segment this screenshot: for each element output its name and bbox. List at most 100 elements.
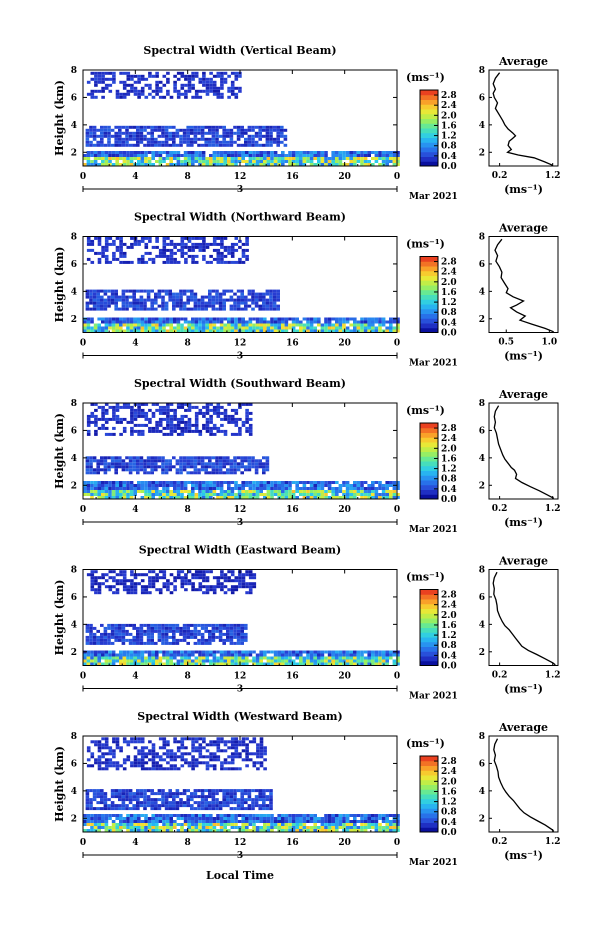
heatmap-cell [251, 307, 255, 311]
heatmap-cell [238, 429, 242, 433]
heatmap-cell [371, 662, 375, 666]
heatmap-cell [103, 638, 108, 642]
average-title: Average [498, 388, 548, 401]
heatmap-cell [381, 653, 386, 657]
heatmap-cell [172, 292, 176, 296]
heatmap-cell [139, 307, 144, 311]
heatmap-cell [97, 820, 101, 823]
heatmap-cell [147, 163, 152, 166]
heatmap-cell [132, 792, 136, 796]
heatmap-cell [151, 411, 156, 415]
heatmap-cell [151, 89, 156, 93]
heatmap-cell [240, 307, 244, 311]
heatmap-cell [245, 254, 249, 258]
heatmap-cell [104, 320, 109, 324]
heatmap-cell [255, 487, 260, 490]
heatmap-cell [288, 323, 292, 327]
heatmap-cell [165, 656, 170, 660]
heatmap-cell [258, 465, 262, 469]
heatmap-cell [190, 289, 194, 293]
heatmap-cell [295, 496, 299, 499]
heatmap-cell [263, 317, 267, 321]
heatmap-cell [216, 163, 220, 166]
heatmap-cell [118, 792, 122, 796]
heatmap-cell [90, 496, 94, 499]
heatmap-cell [374, 326, 379, 330]
heatmap-cell [353, 481, 357, 484]
heatmap-cell [184, 746, 188, 750]
heatmap-cell [211, 804, 216, 808]
heatmap-cell [356, 154, 361, 157]
heatmap-cell [89, 468, 93, 472]
heatmap-cell [273, 163, 278, 166]
heatmap-cell [93, 650, 98, 654]
average-x-tick-label: 1.2 [545, 171, 561, 181]
heatmap-cell [371, 317, 375, 321]
heatmap-cell [353, 490, 357, 493]
heatmap-cell [216, 71, 221, 75]
heatmap-cell [244, 638, 248, 642]
heatmap-cell [111, 493, 116, 496]
heatmap-cell [151, 826, 155, 829]
heatmap-cell [299, 659, 303, 663]
heatmap-cell [291, 659, 296, 663]
heatmap-cell [212, 405, 217, 409]
heatmap-cell [193, 125, 198, 129]
heatmap-cell [324, 481, 328, 484]
heatmap-cell [137, 829, 141, 832]
heatmap-cell [396, 329, 400, 333]
heatmap-cell [223, 80, 228, 84]
heatmap-cell [96, 471, 100, 475]
heatmap-cell [143, 462, 147, 466]
heatmap-cell [180, 251, 185, 255]
heatmap-cell [201, 493, 206, 496]
heatmap-cell [309, 493, 314, 496]
heatmap-cell [122, 329, 127, 333]
heatmap-cell [176, 496, 181, 499]
heatmap-cell [100, 456, 104, 460]
heatmap-cell [162, 585, 167, 589]
heatmap-cell [230, 408, 235, 412]
heatmap-cell [187, 817, 191, 820]
heatmap-cell [191, 160, 195, 163]
heatmap-cell [227, 650, 231, 654]
heatmap-cell [219, 151, 224, 154]
heatmap-cell [360, 320, 364, 324]
heatmap-cell [136, 128, 140, 132]
heatmap-cell [208, 295, 212, 299]
heatmap-cell [121, 298, 126, 302]
heatmap-cell [90, 588, 95, 592]
heatmap-cell [218, 462, 223, 466]
heatmap-cell [104, 432, 109, 436]
heatmap-cell [191, 151, 195, 154]
heatmap-cell [230, 80, 235, 84]
heatmap-cell [183, 650, 188, 654]
heatmap-cell [367, 154, 371, 157]
heatmap-cell [155, 151, 159, 154]
heatmap-cell [223, 151, 227, 154]
heatmap-cell [111, 481, 116, 484]
heatmap-cell [244, 298, 248, 302]
heatmap-cell [129, 481, 134, 484]
heatmap-cell [151, 481, 155, 484]
heatmap-cell [218, 804, 223, 808]
heatmap-cell [241, 423, 246, 427]
heatmap-cell [295, 154, 299, 157]
heatmap-cell [288, 659, 292, 663]
heatmap-cell [139, 792, 144, 796]
heatmap-cell [157, 304, 162, 308]
heatmap-cell [331, 662, 335, 666]
heatmap-cell [263, 656, 267, 660]
heatmap-cell [313, 154, 317, 157]
heatmap-cell [262, 462, 266, 466]
heatmap-cell [176, 653, 181, 657]
x-tick-label: 8 [185, 672, 191, 682]
heatmap-cell [374, 329, 379, 333]
heatmap-cell [158, 251, 163, 255]
heatmap-cell [200, 456, 205, 460]
heatmap-cell [108, 496, 112, 499]
heatmap-cell [119, 236, 123, 240]
heatmap-cell [201, 487, 206, 490]
heatmap-cell [161, 632, 165, 636]
heatmap-cell [150, 462, 154, 466]
